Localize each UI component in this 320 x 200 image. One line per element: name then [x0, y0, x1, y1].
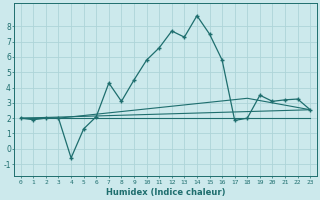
X-axis label: Humidex (Indice chaleur): Humidex (Indice chaleur): [106, 188, 225, 197]
